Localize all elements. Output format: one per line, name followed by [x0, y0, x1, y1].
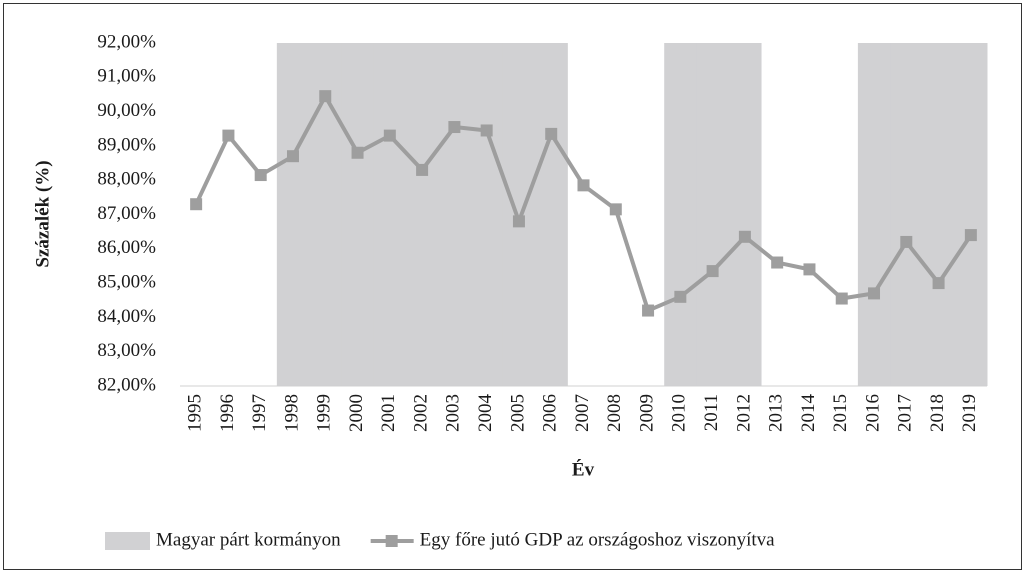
x-tick-label: 2015 — [830, 394, 851, 432]
data-point — [448, 121, 461, 134]
data-point — [609, 203, 622, 216]
x-tick-label: 2016 — [862, 394, 883, 432]
data-point — [706, 265, 719, 278]
x-tick-label: 2005 — [507, 394, 528, 432]
x-tick-label: 2013 — [766, 394, 787, 432]
data-point — [771, 256, 784, 269]
x-tick-label: 1996 — [217, 394, 238, 432]
y-tick-label: 92,00% — [97, 31, 156, 52]
shaded-bar — [857, 43, 891, 386]
data-point — [900, 235, 913, 248]
shaded-bar — [373, 43, 407, 386]
data-point — [416, 163, 429, 176]
x-tick-label: 1999 — [314, 394, 335, 432]
legend-label: Egy főre jutó GDP az országoshoz viszony… — [420, 529, 775, 550]
shaded-bar — [535, 43, 568, 386]
shaded-bar — [470, 43, 504, 386]
shaded-bar — [696, 43, 730, 386]
x-tick-label: 1998 — [281, 394, 302, 432]
data-point — [932, 277, 945, 290]
shaded-bar — [438, 43, 472, 386]
data-point — [642, 304, 655, 317]
shaded-bar — [341, 43, 375, 386]
data-point — [964, 229, 977, 242]
y-tick-label: 83,00% — [97, 340, 156, 361]
x-tick-label: 2008 — [604, 394, 625, 432]
x-tick-label: 2009 — [636, 394, 657, 432]
x-tick-label: 2011 — [701, 394, 722, 431]
data-point — [351, 146, 364, 159]
legend-swatch — [105, 532, 150, 550]
data-point — [545, 127, 558, 140]
data-point — [868, 287, 881, 300]
data-point — [803, 263, 816, 276]
y-tick-label: 82,00% — [97, 374, 156, 395]
x-tick-label: 2002 — [410, 394, 431, 432]
chart-frame — [3, 3, 1022, 570]
data-point — [738, 230, 751, 243]
data-point — [512, 215, 525, 228]
legend-label: Magyar párt kormányon — [156, 529, 341, 550]
x-tick-label: 2001 — [378, 394, 399, 432]
data-point — [254, 169, 267, 182]
x-tick-label: 2004 — [475, 394, 496, 433]
y-tick-label: 89,00% — [97, 134, 156, 155]
y-tick-label: 84,00% — [97, 306, 156, 327]
shaded-bar — [405, 43, 439, 386]
x-tick-label: 2000 — [346, 394, 367, 432]
shaded-bar — [922, 43, 956, 386]
data-point — [286, 150, 299, 163]
x-tick-label: 2010 — [669, 394, 690, 432]
x-tick-label: 1997 — [249, 394, 270, 432]
x-tick-label: 2007 — [572, 394, 593, 432]
y-tick-label: 86,00% — [97, 237, 156, 258]
y-tick-label: 87,00% — [97, 203, 156, 224]
shaded-bar — [664, 43, 697, 386]
x-tick-label: 2003 — [443, 394, 464, 432]
data-point — [674, 290, 687, 303]
legend-swatch — [385, 535, 398, 547]
x-tick-label: 2019 — [959, 394, 980, 432]
data-point — [577, 179, 590, 192]
x-axis-title: Év — [572, 458, 595, 480]
x-tick-label: 1995 — [184, 394, 205, 432]
data-point — [319, 90, 332, 103]
y-tick-label: 90,00% — [97, 100, 156, 121]
data-point — [480, 124, 493, 137]
y-tick-label: 85,00% — [97, 271, 156, 292]
data-point — [222, 129, 235, 142]
y-axis-title: Százalék (%) — [32, 160, 53, 267]
data-point — [383, 129, 396, 142]
x-tick-label: 2017 — [895, 394, 916, 432]
shaded-bar — [890, 43, 923, 386]
shaded-bar — [276, 43, 310, 386]
x-tick-label: 2018 — [927, 394, 948, 432]
y-tick-label: 91,00% — [97, 66, 156, 87]
data-point — [835, 292, 848, 305]
y-tick-label: 88,00% — [97, 169, 156, 190]
x-tick-label: 2006 — [540, 394, 561, 432]
shaded-bar — [502, 43, 536, 386]
shaded-bar — [954, 43, 988, 386]
x-tick-label: 2014 — [798, 394, 819, 433]
x-tick-label: 2012 — [733, 394, 754, 432]
shaded-bar — [728, 43, 762, 386]
data-point — [190, 198, 203, 211]
